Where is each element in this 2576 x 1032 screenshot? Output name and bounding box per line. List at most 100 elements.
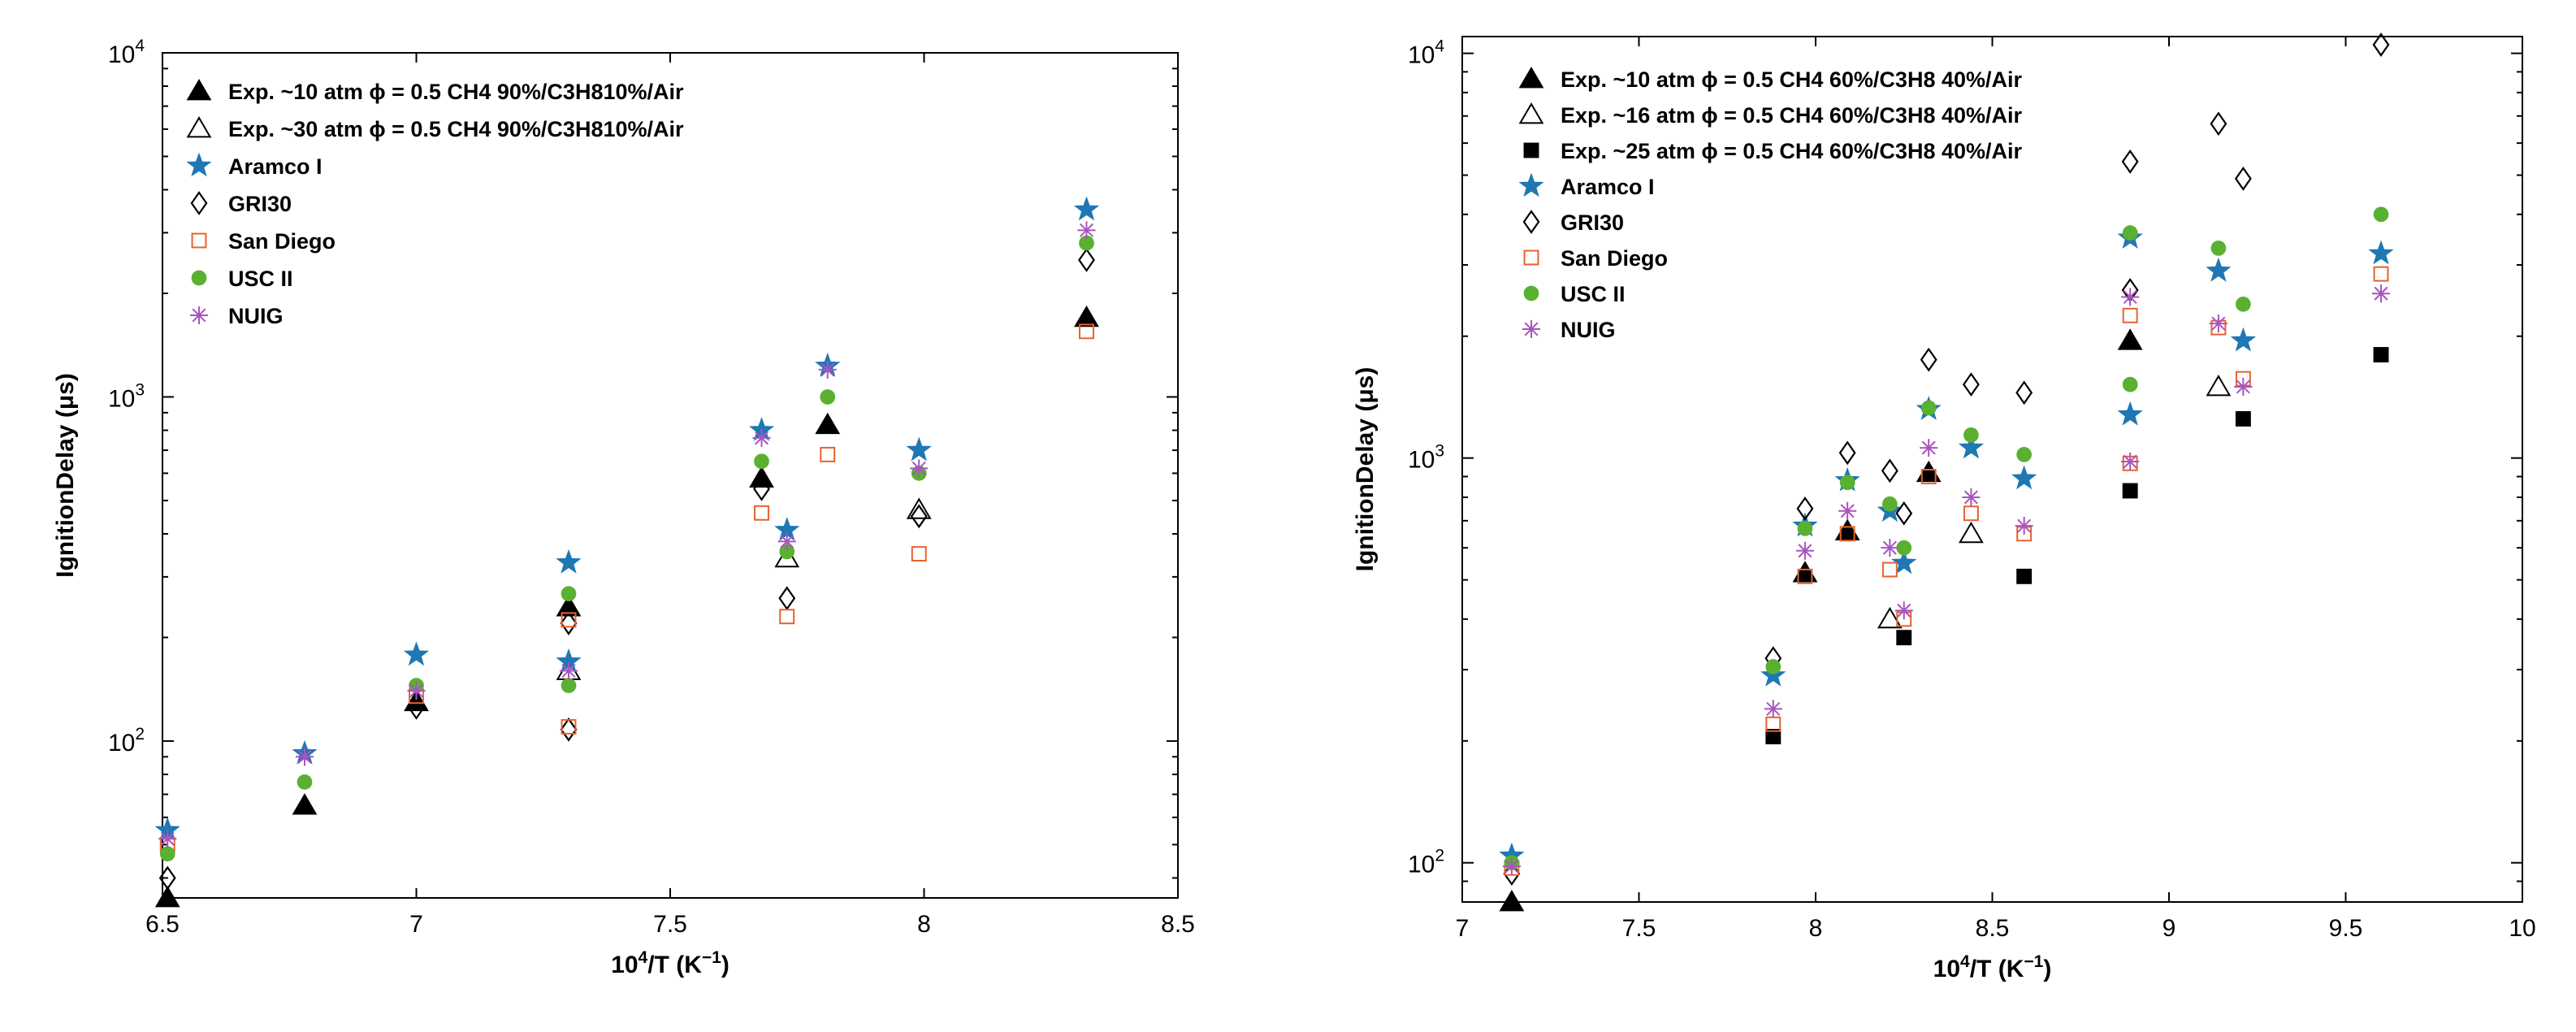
- data-point: [2121, 149, 2139, 174]
- data-point: [911, 546, 927, 562]
- legend-entry: USC II: [191, 267, 293, 291]
- data-point: [1499, 890, 1525, 912]
- legend-marker: [186, 116, 212, 138]
- data-point: [752, 428, 771, 447]
- data-point: [1839, 526, 1855, 542]
- data-point: [556, 595, 582, 617]
- data-point: [2121, 452, 2140, 471]
- legend-label: San Diego: [228, 229, 336, 254]
- x-tick-label: 7: [1456, 915, 1470, 942]
- data-point: [1881, 539, 1899, 557]
- data-point: [2121, 288, 2140, 306]
- legend-marker: [191, 270, 207, 286]
- data-point: [1920, 347, 1937, 372]
- data-point: [754, 453, 769, 470]
- legend-marker: [1523, 249, 1539, 266]
- data-point: [1792, 561, 1818, 583]
- data-point: [1797, 520, 1813, 536]
- data-point: [778, 586, 796, 611]
- data-point: [561, 612, 577, 628]
- x-tick-label: 9: [2163, 915, 2176, 942]
- series-7: [1502, 284, 2391, 876]
- data-point: [560, 611, 578, 635]
- data-point: [1073, 196, 1100, 221]
- data-point: [408, 695, 425, 720]
- data-point: [2122, 483, 2138, 499]
- legend-marker: [1518, 172, 1544, 197]
- series-1: [1877, 374, 2232, 629]
- data-point: [2122, 376, 2138, 392]
- series-2: [1765, 347, 2389, 744]
- data-point: [561, 718, 577, 735]
- data-point: [2210, 111, 2227, 137]
- data-point: [2373, 266, 2389, 282]
- y-tick-label: 102: [1408, 847, 1444, 878]
- x-tick-label: 10: [2509, 915, 2535, 942]
- legend-marker: [191, 232, 207, 249]
- y-axis-label: IgnitionDelay (μs): [1352, 367, 1379, 572]
- data-point: [779, 609, 795, 625]
- data-point: [1078, 248, 1095, 272]
- data-point: [1838, 440, 1856, 466]
- data-point: [2235, 410, 2251, 427]
- series-0: [1499, 328, 2143, 912]
- y-axis-label: IgnitionDelay (μs): [52, 373, 79, 578]
- legend-entry: San Diego: [1523, 246, 1668, 271]
- legend-label: San Diego: [1561, 246, 1668, 271]
- series-4: [159, 323, 1094, 852]
- data-point: [1920, 469, 1937, 484]
- data-point: [820, 446, 836, 462]
- data-point: [158, 830, 177, 848]
- legend-entry: San Diego: [191, 229, 336, 254]
- data-point: [559, 661, 578, 680]
- data-point: [1896, 630, 1912, 646]
- data-point: [1795, 541, 1814, 560]
- x-tick-label: 6.5: [145, 911, 180, 938]
- data-point: [1502, 857, 1521, 876]
- data-points: [1499, 33, 2394, 912]
- legend-entry: Exp. ~16 atm ϕ = 0.5 CH4 60%/C3H8 40%/Ai…: [1518, 102, 2023, 128]
- y-tick-label: 104: [108, 37, 145, 68]
- legend-entry: GRI30: [190, 191, 292, 216]
- data-point: [2234, 166, 2252, 191]
- series-2: [154, 196, 1100, 842]
- data-point: [818, 360, 837, 379]
- legend-label: Aramco I: [228, 154, 323, 179]
- data-point: [2230, 327, 2257, 352]
- data-point: [1796, 496, 1814, 521]
- data-point: [1877, 606, 1903, 629]
- data-point: [2015, 517, 2033, 536]
- plot-frame: [162, 52, 1179, 899]
- legend: Exp. ~10 atm ϕ = 0.5 CH4 90%/C3H810%/Air…: [186, 79, 684, 328]
- data-point: [2372, 33, 2390, 57]
- y-tick-label: 103: [1408, 442, 1444, 474]
- data-point: [560, 717, 578, 742]
- data-point: [1881, 562, 1898, 578]
- series-0: [154, 305, 1099, 908]
- data-point: [556, 549, 582, 574]
- legend-entry: Exp. ~10 atm ϕ = 0.5 CH4 90%/C3H810%/Air: [186, 79, 684, 104]
- series-5: [159, 235, 1094, 862]
- data-point: [779, 544, 795, 560]
- data-point: [292, 793, 318, 815]
- data-point: [2016, 568, 2033, 584]
- data-point: [158, 865, 176, 891]
- data-point: [2016, 447, 2033, 462]
- data-point: [159, 846, 175, 862]
- data-point: [1896, 540, 1912, 556]
- data-point: [777, 532, 796, 551]
- x-tick-label: 7.5: [1622, 915, 1656, 942]
- data-point: [2371, 284, 2391, 303]
- data-point: [295, 748, 314, 766]
- data-point: [1920, 400, 1937, 416]
- x-tick-label: 9.5: [2329, 915, 2363, 942]
- data-point: [1958, 434, 1984, 459]
- data-point: [154, 886, 180, 908]
- data-point: [2015, 380, 2033, 405]
- data-points: [154, 196, 1100, 908]
- legend-marker: [186, 152, 212, 177]
- x-axis-label: 104/T (K−1): [611, 948, 730, 978]
- legend: Exp. ~10 atm ϕ = 0.5 CH4 60%/C3H8 40%/Ai…: [1518, 67, 2023, 342]
- data-point: [1760, 662, 1786, 687]
- legend-entry: NUIG: [189, 304, 284, 328]
